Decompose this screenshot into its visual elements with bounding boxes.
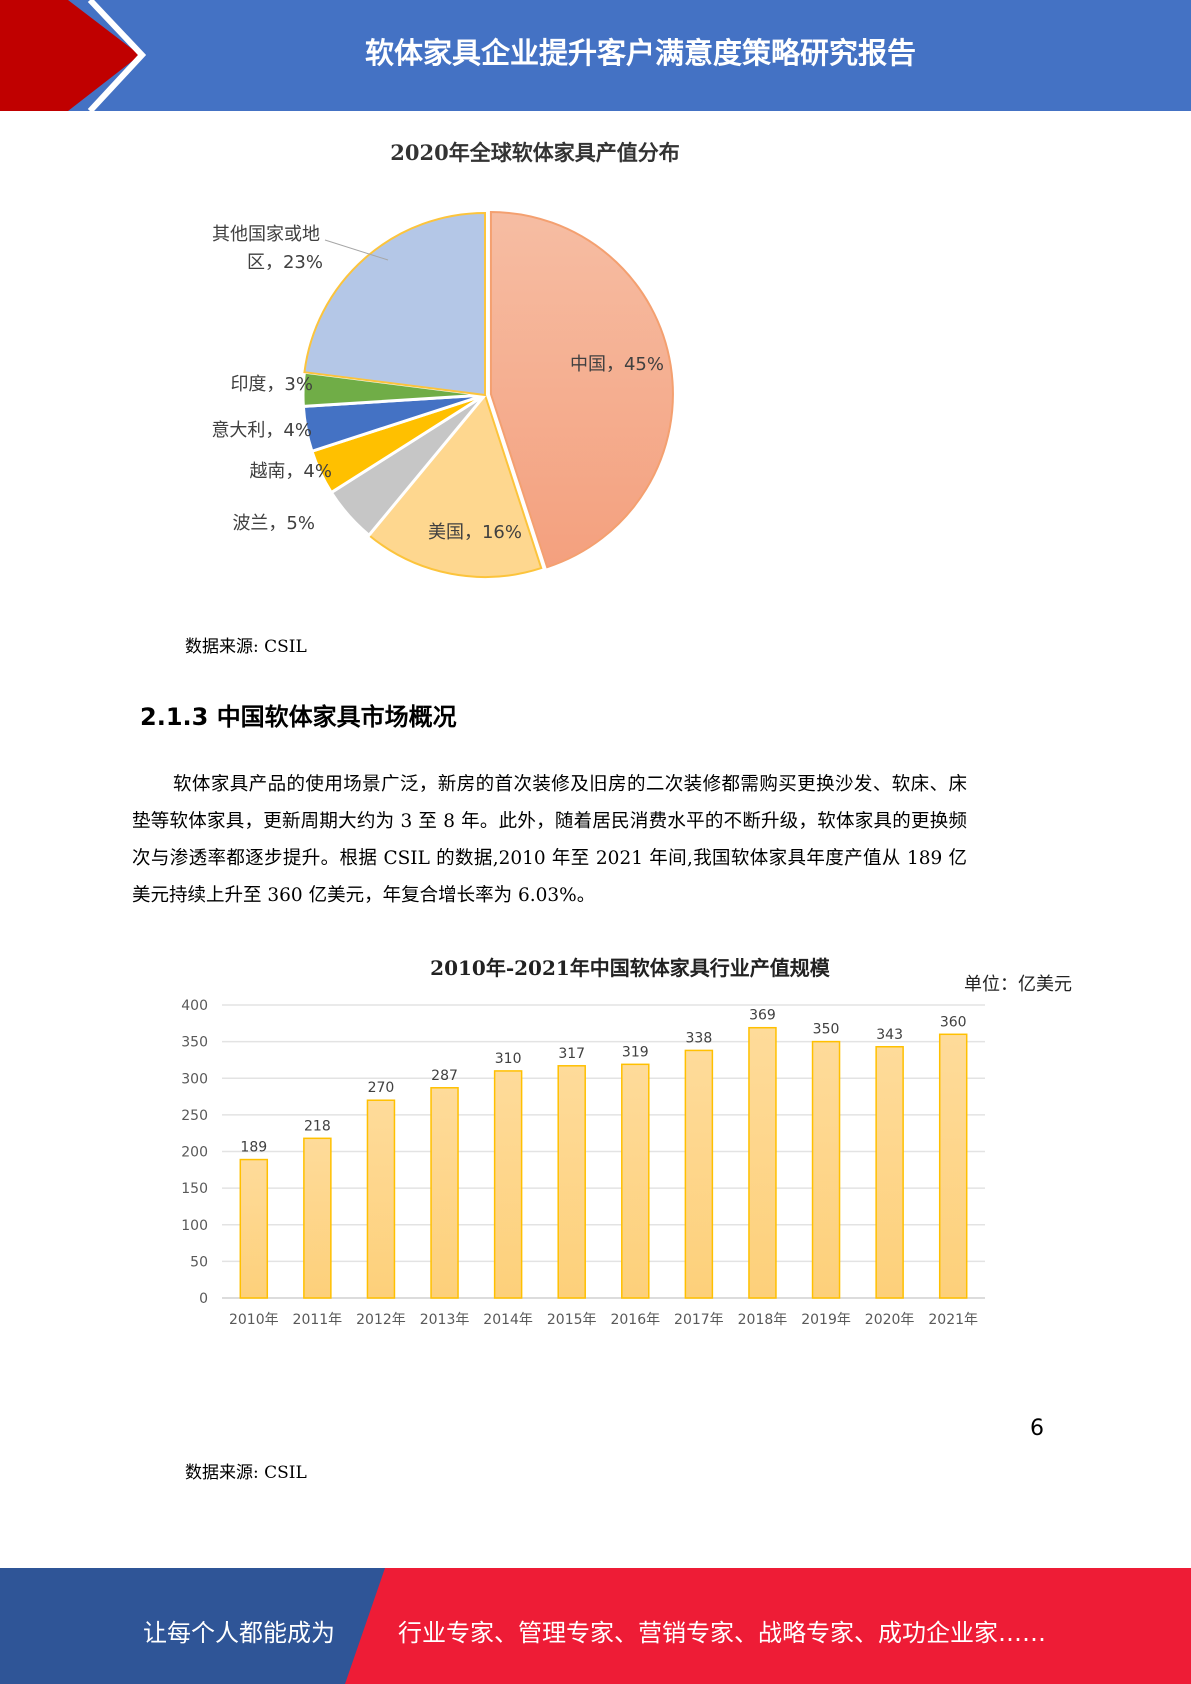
pie-label: 区，23%	[247, 252, 323, 273]
pie-label: 其他国家或地	[212, 224, 320, 245]
body-paragraph: 软体家具产品的使用场景广泛，新房的首次装修及旧房的二次装修都需购买更换沙发、软床…	[132, 774, 967, 906]
y-tick-label: 100	[181, 1218, 208, 1234]
y-tick-label: 300	[181, 1071, 208, 1087]
pie-label: 越南，4%	[249, 461, 332, 482]
report-title: 软体家具企业提升客户满意度策略研究报告	[364, 36, 916, 70]
x-tick-label: 2021年	[928, 1312, 978, 1328]
x-tick-label: 2013年	[420, 1312, 470, 1328]
y-tick-label: 0	[199, 1291, 208, 1307]
data-label: 310	[495, 1051, 522, 1067]
x-tick-label: 2018年	[738, 1312, 788, 1328]
footer-background	[0, 1568, 1191, 1684]
data-label: 287	[431, 1068, 458, 1084]
footer-band: 让每个人都能成为 行业专家、管理专家、营销专家、战略专家、成功企业家……	[0, 1568, 1191, 1684]
y-tick-label: 150	[181, 1181, 208, 1197]
bar-2020年	[875, 1046, 904, 1299]
pie-label: 印度，3%	[230, 374, 313, 395]
x-tick-label: 2011年	[293, 1312, 343, 1328]
section-heading: 2.1.3 中国软体家具市场概况	[140, 703, 457, 731]
bar-chart-title: 2010年-2021年中国软体家具行业产值规模	[430, 956, 831, 980]
bar-chart-unit: 单位：亿美元	[964, 974, 1072, 995]
pie-label: 意大利，4%	[211, 420, 312, 441]
bar-data-source: 数据来源: CSIL	[185, 1463, 307, 1483]
data-label: 338	[686, 1030, 713, 1046]
y-tick-label: 400	[181, 998, 208, 1014]
pie-label: 美国，16%	[428, 522, 522, 543]
pie-label: 中国，45%	[570, 354, 664, 375]
bar-chart: 2010年-2021年中国软体家具行业产值规模 单位：亿美元 0 50 100 150…	[181, 956, 1072, 1328]
data-label: 360	[940, 1014, 967, 1030]
bar-2014年	[493, 1070, 523, 1299]
y-tick-label: 350	[181, 1035, 208, 1051]
y-tick-label: 200	[181, 1145, 208, 1161]
pie-chart-title: 2020年全球软体家具产值分布	[390, 140, 679, 165]
header-band: 软体家具企业提升客户满意度策略研究报告	[0, 0, 1191, 111]
pie-leader-line	[324, 239, 389, 261]
x-tick-label: 2010年	[229, 1312, 279, 1328]
footer-slogan-right: 行业专家、管理专家、营销专家、战略专家、成功企业家……	[398, 1619, 1046, 1647]
bar-2013年	[430, 1087, 459, 1299]
bar-2016年	[621, 1063, 650, 1299]
x-tick-label: 2020年	[865, 1312, 915, 1328]
bar-2018年	[748, 1026, 777, 1299]
pie-slice-0	[489, 211, 674, 569]
y-tick-label: 250	[181, 1108, 208, 1124]
data-label: 343	[876, 1027, 903, 1043]
data-label: 317	[558, 1046, 585, 1062]
data-label: 350	[813, 1022, 840, 1038]
bar-2017年	[684, 1049, 714, 1299]
x-tick-label: 2012年	[356, 1312, 406, 1328]
pie-chart: 2020年全球软体家具产值分布 中国，45% 美国，16% 波兰，5% 越南，4% 意大…	[211, 140, 680, 578]
x-tick-label: 2015年	[547, 1312, 597, 1328]
header-arrow-icon	[0, 0, 147, 111]
pie-label: 波兰，5%	[232, 513, 315, 534]
x-tick-label: 2017年	[674, 1312, 724, 1328]
footer-slogan-left: 让每个人都能成为	[143, 1619, 335, 1647]
data-label: 319	[622, 1044, 649, 1060]
bar-2011年	[303, 1137, 332, 1299]
pie-slice-1	[367, 392, 543, 578]
bar-2012年	[366, 1099, 396, 1299]
y-tick-label: 50	[190, 1254, 208, 1270]
bar-2015年	[557, 1065, 586, 1299]
x-tick-label: 2014年	[483, 1312, 533, 1328]
bar-2010年	[239, 1158, 269, 1299]
x-tick-label: 2016年	[610, 1312, 660, 1328]
page-number: 6	[1030, 1416, 1044, 1441]
bar-2019年	[811, 1040, 841, 1299]
bar-2021年	[938, 1033, 968, 1299]
pie-data-source: 数据来源: CSIL	[185, 637, 307, 657]
data-label: 270	[368, 1080, 395, 1096]
pie-slice-6	[303, 211, 486, 397]
data-label: 369	[749, 1008, 776, 1024]
x-tick-label: 2019年	[801, 1312, 851, 1328]
data-label: 189	[240, 1140, 267, 1156]
data-label: 218	[304, 1118, 331, 1134]
